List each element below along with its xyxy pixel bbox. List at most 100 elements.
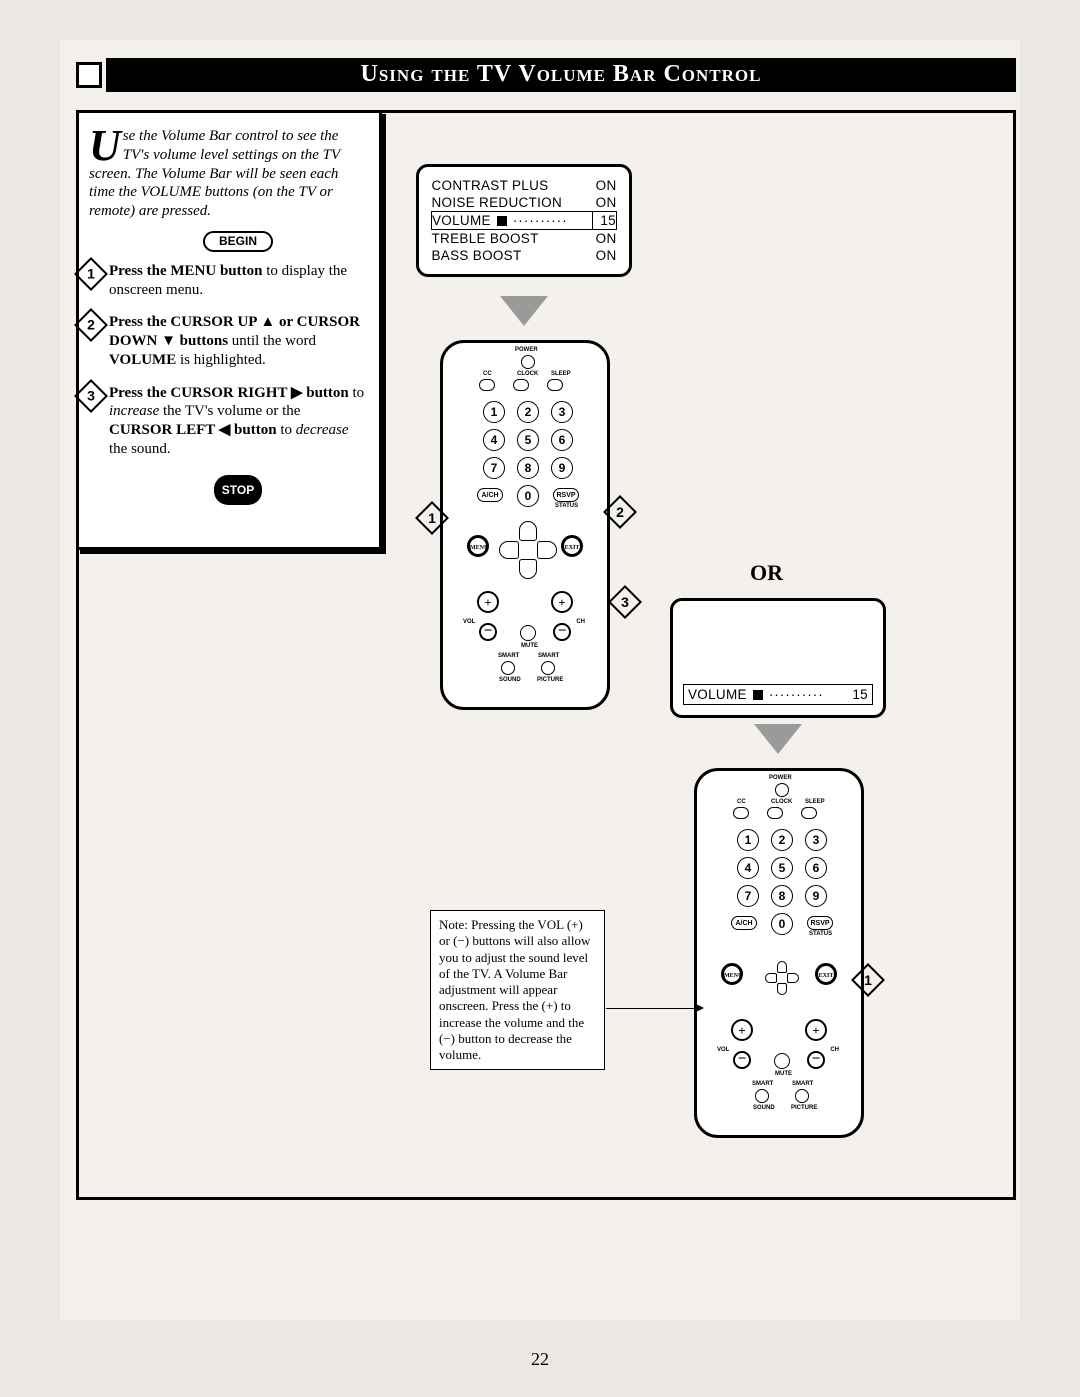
smart-picture-button[interactable] [541,661,555,675]
num-2-button[interactable]: 2 [771,829,793,851]
top-label-sleep: SLEEP [805,799,825,805]
clock-button[interactable] [513,379,529,391]
menu-button[interactable]: MENU [721,963,743,985]
volume-block-icon-2 [753,690,763,700]
cursor-left-button[interactable] [499,541,519,559]
row-treble-value: ON [592,230,616,248]
cursor-up-button[interactable] [519,521,537,541]
num-2-button[interactable]: 2 [517,401,539,423]
smart-sound-button[interactable] [501,661,515,675]
power-button[interactable] [775,783,789,797]
ch-minus-button[interactable]: − [553,623,571,641]
status-label: STATUS [809,931,832,937]
step-2-text: Press the CURSOR UP ▲ or CURSOR DOWN ▼ b… [109,314,360,368]
cursor-down-button[interactable] [519,559,537,579]
sound-label: SOUND [499,677,521,683]
cursor-down-button[interactable] [777,983,787,995]
num-4-button[interactable]: 4 [483,429,505,451]
ch-plus-button[interactable]: + [551,591,573,613]
mute-button[interactable] [774,1053,790,1069]
rsvp-button[interactable]: RSVP [807,916,833,930]
step-1-marker: 1 [74,257,108,291]
sound-label: SOUND [753,1105,775,1111]
clock-button[interactable] [767,807,783,819]
begin-pill: BEGIN [203,231,273,252]
num-1-button[interactable]: 1 [483,401,505,423]
cursor-left-button[interactable] [765,973,777,983]
ch-plus-button[interactable]: + [805,1019,827,1041]
num-3-button[interactable]: 3 [551,401,573,423]
vol-plus-button[interactable]: + [731,1019,753,1041]
num-3-button[interactable]: 3 [805,829,827,851]
num-7-button[interactable]: 7 [483,457,505,479]
status-label: STATUS [555,503,578,509]
vol-plus-button[interactable]: + [477,591,499,613]
ach-button[interactable]: A/CH [731,916,757,930]
picture-label: PICTURE [791,1105,817,1111]
cursor-up-button[interactable] [777,961,787,973]
dpad[interactable] [505,527,551,573]
remote-control-top: POWERCCCLOCKSLEEP1234567890A/CHRSVPSTATU… [440,340,610,710]
sleep-button[interactable] [801,807,817,819]
row-bass-value: ON [592,247,616,264]
exit-button[interactable]: EXIT [561,535,583,557]
num-4-button[interactable]: 4 [737,857,759,879]
rsvp-button[interactable]: RSVP [553,488,579,502]
top-label-sleep: SLEEP [551,371,571,377]
smart-sound-button[interactable] [755,1089,769,1103]
num-6-button[interactable]: 6 [805,857,827,879]
mute-label: MUTE [521,643,538,649]
step-2: 2 Press the CURSOR UP ▲ or CURSOR DOWN ▼… [109,313,367,369]
num-5-button[interactable]: 5 [771,857,793,879]
note-box: Note: Pressing the VOL (+) or (−) button… [430,910,605,1070]
header-checkbox [76,62,102,88]
menu-button[interactable]: MENU [467,535,489,557]
intro-text: se the Volume Bar control to see the TV'… [89,128,340,219]
stop-pill: STOP [214,475,262,505]
num-5-button[interactable]: 5 [517,429,539,451]
smart-picture-button[interactable] [795,1089,809,1103]
cursor-right-button[interactable] [537,541,557,559]
mute-button[interactable] [520,625,536,641]
num-8-button[interactable]: 8 [517,457,539,479]
num-0-button[interactable]: 0 [771,913,793,935]
vol-label: VOL [463,619,475,625]
num-8-button[interactable]: 8 [771,885,793,907]
num-0-button[interactable]: 0 [517,485,539,507]
vol-minus-button[interactable]: − [733,1051,751,1069]
volume-block-icon [497,216,507,226]
dpad[interactable] [767,963,797,993]
smart-sound-label: SMART [498,653,519,659]
power-button[interactable] [521,355,535,369]
num-9-button[interactable]: 9 [805,885,827,907]
cursor-right-button[interactable] [787,973,799,983]
pointer-arrow-1 [500,296,548,326]
num-7-button[interactable]: 7 [737,885,759,907]
note-arrow-line [606,1008,696,1009]
cc-button[interactable] [733,807,749,819]
cc-button[interactable] [479,379,495,391]
num-1-button[interactable]: 1 [737,829,759,851]
ch-label: CH [576,619,585,625]
sleep-button[interactable] [547,379,563,391]
num-9-button[interactable]: 9 [551,457,573,479]
tv2-volume-label: VOLUME [688,687,747,702]
vol-minus-button[interactable]: − [479,623,497,641]
intro-paragraph: U se the Volume Bar control to see the T… [89,127,367,221]
tv-menu-table: CONTRAST PLUSON NOISE REDUCTIONON VOLUME… [431,177,617,264]
picture-label: PICTURE [537,677,563,683]
ach-button[interactable]: A/CH [477,488,503,502]
row-bass-label: BASS BOOST [432,247,593,264]
row-volume-value: 15 [592,212,616,230]
step-1: 1 Press the MENU button to display the o… [109,262,367,300]
exit-button[interactable]: EXIT [815,963,837,985]
num-6-button[interactable]: 6 [551,429,573,451]
top-label-clock: CLOCK [771,799,792,805]
row-noise-value: ON [592,194,616,212]
mute-label: MUTE [775,1071,792,1077]
step-3-text: Press the CURSOR RIGHT ▶ button to incre… [109,385,364,457]
smart-sound-label: SMART [752,1081,773,1087]
ch-minus-button[interactable]: − [807,1051,825,1069]
step-2-marker: 2 [74,308,108,342]
smart-picture-label: SMART [538,653,559,659]
